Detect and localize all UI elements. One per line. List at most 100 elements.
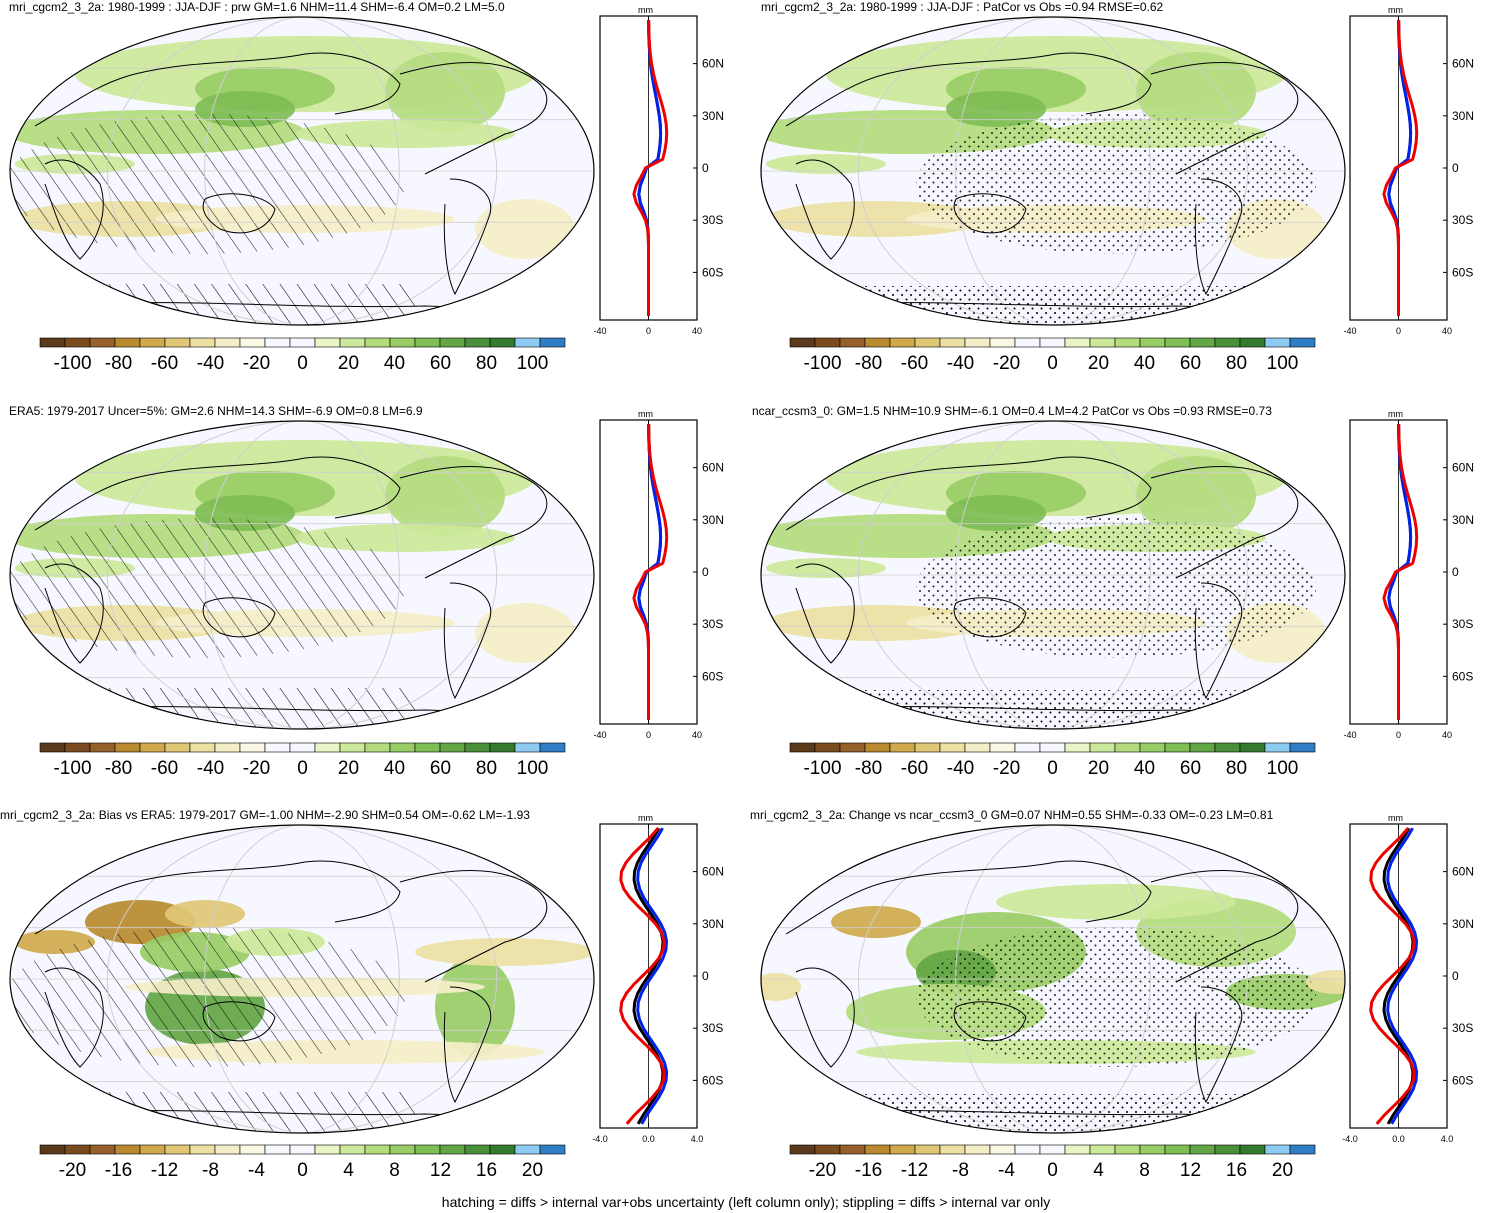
zonal-lat-label: 60S: [1452, 669, 1473, 683]
colorbar-label: 20: [1272, 1160, 1293, 1181]
zonal-unit-label: mm: [638, 813, 653, 823]
colorbar-6: -20 -16 -12 -8 -4 0 4 8 12 16 20: [788, 1144, 1318, 1184]
panel-title-4: ncar_ccsm3_0: GM=1.5 NHM=10.9 SHM=-6.1 O…: [752, 404, 1272, 418]
stippling-overlay: [846, 690, 1266, 729]
colorbar-label: -80: [105, 353, 132, 374]
colorbar-swatch: [989, 337, 1016, 348]
field-region: [1136, 52, 1256, 132]
colorbar-swatch: [239, 337, 266, 348]
colorbar-label: 4: [1093, 1160, 1104, 1181]
colorbar-label: -60: [151, 758, 178, 779]
field-region: [385, 52, 505, 132]
field-region: [761, 973, 801, 1001]
colorbar-swatch: [1014, 337, 1041, 348]
zonal-x-tick-label: 0.0: [642, 1134, 655, 1144]
colorbar-label: -40: [197, 758, 224, 779]
colorbar-label: -20: [243, 353, 270, 374]
colorbar-swatch: [839, 742, 866, 753]
zonal-x-tick-label: -40: [593, 730, 606, 740]
colorbar-swatch: [1114, 742, 1141, 753]
colorbar-swatch: [364, 1144, 391, 1155]
colorbar-swatch: [239, 1144, 266, 1155]
zonal-x-tick-label: 0: [646, 326, 651, 336]
colorbar-swatch: [1039, 1144, 1066, 1155]
colorbar-label: 100: [1267, 353, 1299, 374]
colorbar-swatch: [139, 337, 166, 348]
colorbar-swatch: [1214, 1144, 1241, 1155]
colorbar-label: 16: [476, 1160, 497, 1181]
colorbar-swatch: [1114, 1144, 1141, 1155]
colorbar-label: -16: [105, 1160, 132, 1181]
zonal-lat-label: 60N: [1452, 865, 1474, 879]
zonal-x-tick-label: 4.0: [1441, 1134, 1454, 1144]
zonal-x-tick-label: 40: [1442, 730, 1452, 740]
colorbar-swatch: [914, 1144, 941, 1155]
zonal-lat-label: 30N: [702, 109, 724, 123]
colorbar-swatch: [539, 742, 566, 753]
colorbar-label: -100: [803, 758, 841, 779]
zonal-model-line: [1386, 827, 1419, 1125]
graticule: [761, 825, 1345, 1133]
colorbar-swatch: [114, 337, 141, 348]
colorbar-label: -4: [248, 1160, 265, 1181]
colorbar-label: 0: [297, 758, 308, 779]
colorbar-label: -100: [53, 758, 91, 779]
zonal-model-line: [636, 827, 669, 1125]
colorbar-label: 60: [430, 353, 451, 374]
map-field: [10, 17, 594, 325]
field-region: [1306, 970, 1345, 994]
field-region: [831, 906, 921, 938]
coastlines: [785, 860, 1345, 1133]
graticule: [761, 421, 1345, 729]
colorbar-label: -20: [993, 353, 1020, 374]
map-field: [761, 17, 1345, 325]
colorbar-swatch: [414, 742, 441, 753]
colorbar-swatch: [289, 742, 316, 753]
colorbar-label: -60: [901, 353, 928, 374]
colorbar-swatch: [464, 742, 491, 753]
field-region: [415, 938, 594, 966]
colorbar-swatch: [839, 1144, 866, 1155]
colorbar-label: 40: [1134, 353, 1155, 374]
colorbar-swatch: [489, 337, 516, 348]
zonal-obs-line: [632, 424, 669, 720]
colorbar-label: -100: [53, 353, 91, 374]
colorbar-swatch: [1239, 337, 1266, 348]
colorbar-swatch: [64, 337, 91, 348]
colorbar-label: 16: [1226, 1160, 1247, 1181]
colorbar-swatch: [814, 1144, 841, 1155]
colorbar-swatch: [39, 1144, 66, 1155]
colorbar-label: -12: [151, 1160, 178, 1181]
colorbar-swatch: [489, 1144, 516, 1155]
colorbar-swatch: [864, 742, 891, 753]
colorbar-swatch: [89, 1144, 116, 1155]
map-border: [9, 420, 595, 730]
zonal-lat-label: 60N: [1452, 57, 1474, 71]
field-region: [766, 558, 886, 578]
field-region: [766, 154, 886, 174]
map-panel-4: [756, 418, 1350, 732]
colorbar-label: 100: [517, 758, 549, 779]
stippling-overlay: [916, 927, 1316, 1067]
map-border: [760, 824, 1346, 1134]
footnote: hatching = diffs > internal var+obs unce…: [441, 1194, 1051, 1210]
zonal-lat-label: 30S: [1452, 213, 1473, 227]
colorbar-label: 60: [1180, 758, 1201, 779]
colorbar-label: -20: [993, 758, 1020, 779]
colorbar-swatch: [1014, 742, 1041, 753]
colorbar-swatch: [1089, 337, 1116, 348]
colorbar-3: -100 -80 -60 -40 -20 0 20 40 60 80 100: [38, 742, 568, 782]
colorbar-swatch: [1064, 337, 1091, 348]
colorbar-label: 12: [1180, 1160, 1201, 1181]
zonal-lat-label: 60S: [702, 265, 723, 279]
graticule: [761, 17, 1345, 325]
colorbar-label: 12: [430, 1160, 451, 1181]
map-field: [761, 825, 1345, 1133]
colorbar-swatch: [864, 1144, 891, 1155]
colorbar-swatch: [264, 742, 291, 753]
zonal-x-tick-label: 40: [692, 730, 702, 740]
colorbar-swatch: [939, 1144, 966, 1155]
colorbar-swatch: [339, 742, 366, 753]
colorbar-swatch: [339, 337, 366, 348]
colorbar-swatch: [214, 337, 241, 348]
